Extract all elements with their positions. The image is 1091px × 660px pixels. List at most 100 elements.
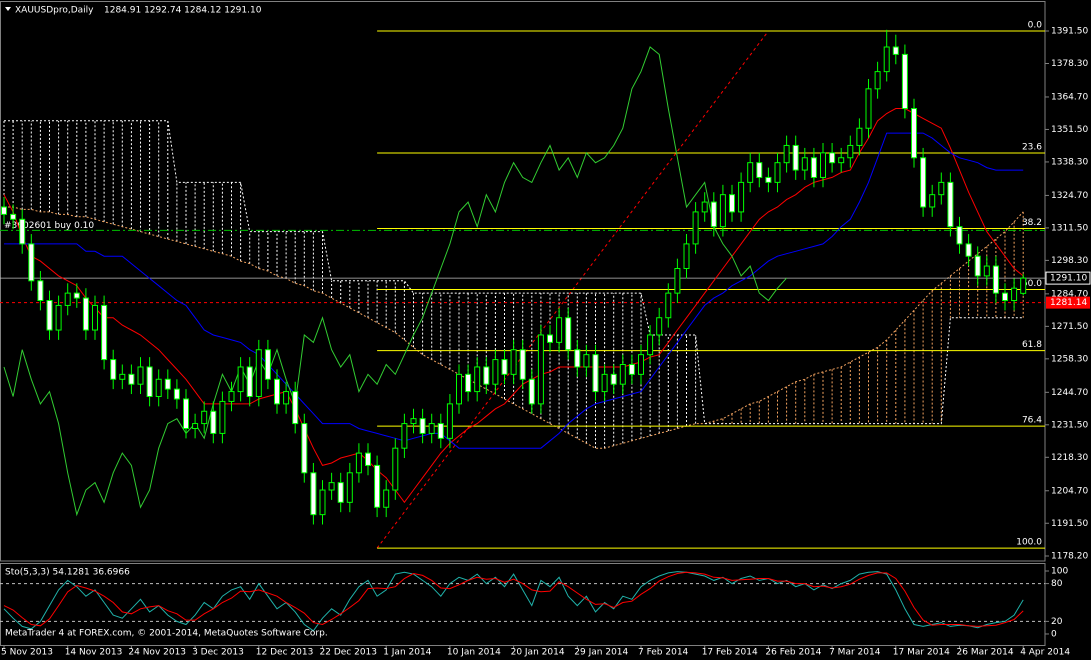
candle-body xyxy=(683,243,690,270)
candle-body xyxy=(665,292,672,319)
candle-body xyxy=(28,243,35,282)
candle-body xyxy=(938,181,945,196)
y-tick-label: 1258.30 xyxy=(1051,354,1088,364)
candle-body xyxy=(410,418,417,425)
kijun-line xyxy=(4,132,1024,449)
candle-body xyxy=(419,418,426,434)
y-tick-label: 1298.30 xyxy=(1051,256,1088,266)
candle-body xyxy=(801,157,808,171)
candle-body xyxy=(355,452,362,474)
candle-body xyxy=(137,366,144,385)
candle-body xyxy=(874,71,881,90)
candle-body xyxy=(892,46,899,55)
candle-body xyxy=(956,226,963,245)
candle-body xyxy=(374,464,381,508)
chikou-line xyxy=(3,46,787,517)
candle-body xyxy=(547,334,553,343)
candle-body xyxy=(556,317,563,343)
x-tick-label: 7 Mar 2014 xyxy=(829,648,881,658)
candle-body xyxy=(301,423,308,474)
y-tick-label: 1311.50 xyxy=(1051,223,1088,233)
x-tick-label: 14 Nov 2013 xyxy=(65,648,123,658)
candle-body xyxy=(974,255,981,277)
candle-body xyxy=(128,373,135,385)
stoch-frame xyxy=(0,563,1046,646)
fibo-level-label: 61.8 xyxy=(1022,340,1042,350)
candle-body xyxy=(274,378,280,405)
candle-body xyxy=(729,194,735,213)
candle-body xyxy=(55,304,62,331)
candle-body xyxy=(492,359,499,385)
chart-title: XAUUSDpro,Daily xyxy=(15,6,94,16)
candle-body xyxy=(73,292,80,299)
menu-arrow[interactable] xyxy=(5,7,11,11)
ohlc-values: 1284.91 1292.74 1284.12 1291.10 xyxy=(104,6,262,16)
x-tick-label: 26 Feb 2014 xyxy=(765,648,821,658)
candle-body xyxy=(901,53,908,110)
candle-body xyxy=(856,127,863,146)
candle-body xyxy=(328,482,335,491)
candle-body xyxy=(792,144,799,171)
candle-body xyxy=(474,366,481,393)
candle-body xyxy=(865,88,872,129)
candle-body xyxy=(164,378,171,390)
stoch-tick-label: 100 xyxy=(1051,566,1068,576)
candle-body xyxy=(911,108,917,159)
stoch-signal xyxy=(3,571,1024,627)
candle-body xyxy=(1011,287,1018,302)
stoch-label: Sto(5,3,3) 54.1281 36.6966 xyxy=(5,568,130,578)
y-tick-label: 1204.70 xyxy=(1051,486,1088,496)
x-tick-label: 5 Nov 2013 xyxy=(1,648,53,658)
candle-body xyxy=(656,317,663,336)
candle-body xyxy=(783,144,790,164)
x-tick-label: 29 Jan 2014 xyxy=(574,648,628,658)
candle-body xyxy=(965,243,972,257)
candle-body xyxy=(701,201,708,213)
candle-body xyxy=(192,423,199,429)
candle-body xyxy=(1020,277,1027,294)
y-tick-label: 1271.50 xyxy=(1051,322,1088,332)
candle-body xyxy=(774,162,781,183)
candle-body xyxy=(619,364,626,385)
y-tick-label: 1338.30 xyxy=(1051,157,1088,167)
candle-body xyxy=(829,152,836,164)
candle-body xyxy=(10,213,17,220)
stoch-tick-label: 0 xyxy=(1051,629,1057,639)
y-tick-label: 1284.70 xyxy=(1051,289,1088,299)
candle-body xyxy=(610,373,617,385)
candle-body xyxy=(237,366,244,393)
candle-body xyxy=(401,423,408,449)
candle-body xyxy=(64,292,71,306)
candle-body xyxy=(674,268,681,294)
candle-body xyxy=(283,391,290,405)
candle-body xyxy=(638,354,644,375)
candle-body xyxy=(992,265,999,294)
stop-box xyxy=(1046,296,1090,309)
candle-body xyxy=(947,181,954,228)
candle-body xyxy=(465,373,472,393)
candle-body xyxy=(537,334,544,405)
candle-body xyxy=(1002,292,1008,302)
order-label: #3602601 buy 0.10 xyxy=(4,221,94,231)
candle-body xyxy=(456,373,462,405)
candle-body xyxy=(228,391,235,402)
candle-body xyxy=(392,447,399,491)
x-tick-label: 7 Feb 2014 xyxy=(638,648,689,658)
y-tick-label: 1391.50 xyxy=(1051,27,1088,37)
candle-body xyxy=(810,157,817,178)
x-tick-label: 12 Dec 2013 xyxy=(256,648,313,658)
candle-body xyxy=(628,364,635,375)
candle-body xyxy=(756,162,763,178)
x-tick-label: 24 Nov 2013 xyxy=(128,648,186,658)
y-tick-label: 1218.30 xyxy=(1051,453,1088,463)
candle-body xyxy=(883,46,890,73)
y-tick-label: 1351.50 xyxy=(1051,125,1088,135)
candle-body xyxy=(146,366,153,397)
candle-body xyxy=(92,304,98,331)
candle-body xyxy=(246,366,253,397)
stoch-panel xyxy=(0,571,1045,632)
fibo-level-label: 76.4 xyxy=(1022,416,1042,426)
stoch-tick-label: 80 xyxy=(1051,579,1063,589)
candle-body xyxy=(601,373,608,393)
